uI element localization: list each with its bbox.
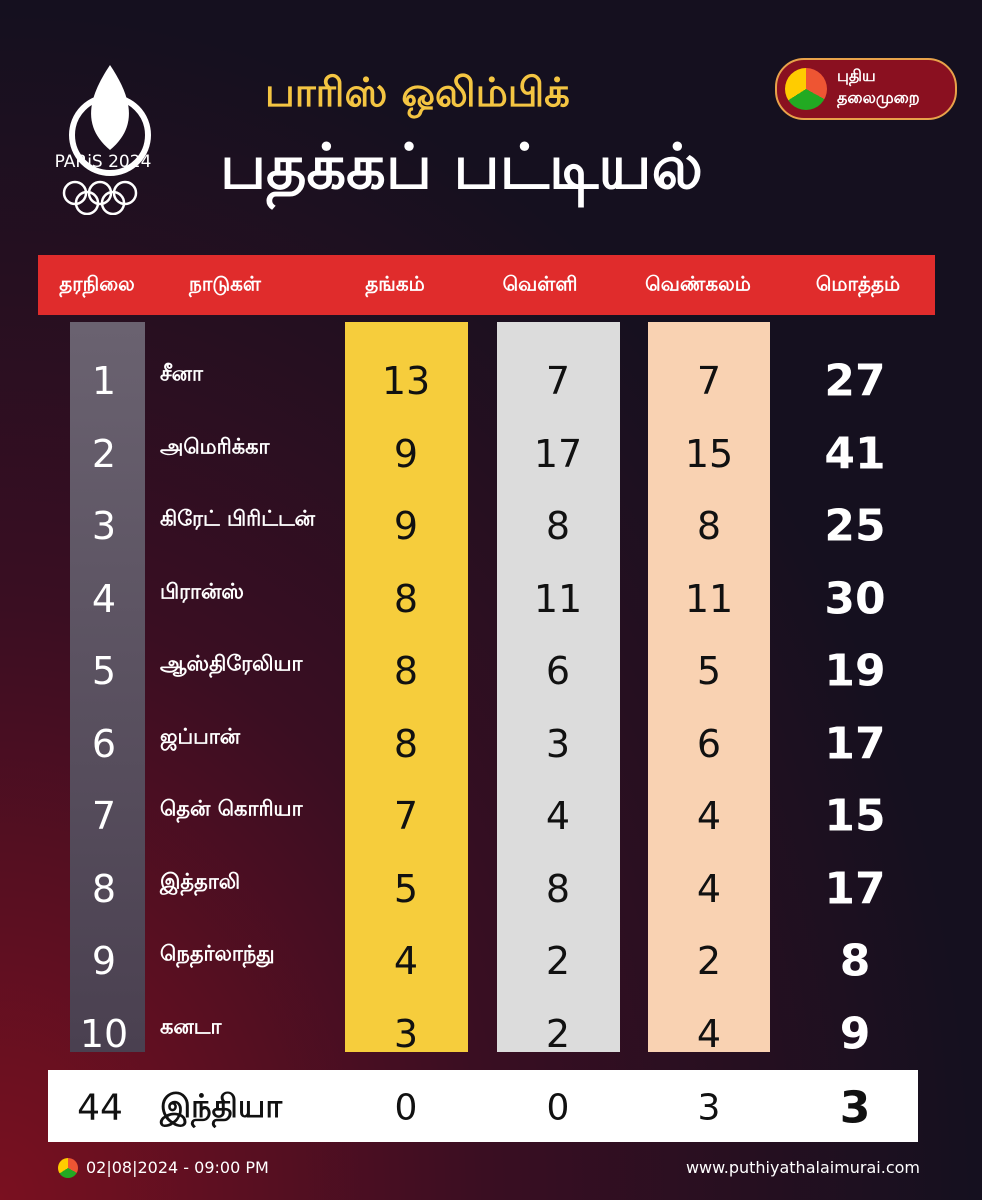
brand-line1: புதிய xyxy=(837,66,876,85)
gold-cell: 9 xyxy=(393,504,419,548)
bronze-cell: 15 xyxy=(684,431,734,476)
country-cell: கனடா xyxy=(160,1014,222,1038)
rank-cell: 3 xyxy=(91,504,117,548)
silver-cell: 11 xyxy=(533,576,583,621)
highlight-bronze: 3 xyxy=(697,1087,721,1129)
silver-cell: 8 xyxy=(545,504,571,548)
header-bar xyxy=(38,255,935,315)
title-line2: பதக்கப் பட்டியல் xyxy=(220,130,704,203)
highlight-rank: 44 xyxy=(77,1087,123,1129)
rank-column xyxy=(70,322,145,1052)
gold-cell: 13 xyxy=(381,359,431,403)
silver-cell: 3 xyxy=(545,721,571,766)
total-cell: 27 xyxy=(824,355,886,407)
bronze-cell: 4 xyxy=(696,1011,722,1056)
rank-cell: 6 xyxy=(91,721,117,766)
olympic-logo xyxy=(62,65,151,215)
highlight-silver: 0 xyxy=(546,1087,570,1129)
footer-logo xyxy=(58,1158,78,1178)
rank-cell: 9 xyxy=(91,939,117,983)
rank-cell: 2 xyxy=(91,431,117,476)
country-cell: ஆஸ்திரேலியா xyxy=(160,651,303,676)
bronze-cell: 11 xyxy=(684,576,734,621)
total-cell: 17 xyxy=(824,863,886,914)
rank-cell: 7 xyxy=(91,794,117,838)
total-cell: 25 xyxy=(824,500,886,552)
total-cell: 19 xyxy=(824,645,886,697)
silver-cell: 4 xyxy=(545,794,571,838)
silver-cell: 7 xyxy=(545,359,571,403)
bronze-cell: 4 xyxy=(696,794,722,838)
bronze-cell: 7 xyxy=(696,359,722,403)
gold-cell: 8 xyxy=(393,721,419,766)
country-cell: நெதர்லாந்து xyxy=(160,941,275,966)
rank-cell: 4 xyxy=(91,576,117,621)
rank-cell: 8 xyxy=(91,866,117,911)
total-cell: 17 xyxy=(824,718,886,769)
bronze-column xyxy=(648,322,770,1052)
bronze-cell: 6 xyxy=(696,721,722,766)
gold-cell: 4 xyxy=(393,939,419,983)
bronze-cell: 5 xyxy=(696,649,722,693)
gold-cell: 7 xyxy=(393,794,419,838)
total-cell: 30 xyxy=(824,573,886,624)
bronze-cell: 8 xyxy=(696,504,722,548)
highlight-gold: 0 xyxy=(394,1087,418,1129)
highlight-row-bg xyxy=(48,1070,918,1142)
rank-cell: 1 xyxy=(91,359,117,403)
country-cell: கிரேட் பிரிட்டன் xyxy=(160,506,316,531)
footer-website: www.puthiyathalaimurai.com xyxy=(685,1158,920,1177)
column-header: மொத்தம் xyxy=(815,271,901,296)
column-header: தங்கம் xyxy=(365,271,425,296)
total-cell: 9 xyxy=(839,1008,871,1059)
total-cell: 8 xyxy=(839,935,871,987)
bronze-cell: 2 xyxy=(696,939,722,983)
logo-text: PARiS 2024 xyxy=(54,152,152,172)
highlight-total: 3 xyxy=(839,1082,871,1134)
gold-cell: 8 xyxy=(393,576,419,621)
country-cell: சீனா xyxy=(160,361,203,386)
gold-cell: 5 xyxy=(393,866,419,911)
rank-cell: 10 xyxy=(79,1011,129,1056)
brand-line2: தலைமுறை xyxy=(837,88,920,107)
country-cell: தென் கொரியா xyxy=(160,796,303,821)
total-cell: 41 xyxy=(824,428,886,479)
column-header: தரநிலை xyxy=(59,271,135,296)
brand-badge: புதிய தலைமுறை xyxy=(775,58,957,120)
gold-cell: 3 xyxy=(393,1011,419,1056)
silver-cell: 17 xyxy=(533,431,583,476)
highlight-country: இந்தியா xyxy=(160,1087,283,1125)
title-line1: பாரிஸ் ஒலிம்பிக் xyxy=(265,70,570,116)
column-header: வெள்ளி xyxy=(502,271,578,296)
column-header: வெண்கலம் xyxy=(645,271,751,296)
footer-date: 02|08|2024 - 09:00 PM xyxy=(86,1158,269,1177)
gold-cell: 9 xyxy=(393,431,419,476)
silver-cell: 2 xyxy=(545,1011,571,1056)
country-cell: இத்தாலி xyxy=(160,869,241,893)
country-cell: ஜப்பான் xyxy=(160,724,241,748)
rank-cell: 5 xyxy=(91,649,117,693)
bronze-cell: 4 xyxy=(696,866,722,911)
total-cell: 15 xyxy=(824,790,886,842)
silver-column xyxy=(497,322,620,1052)
country-cell: அமெரிக்கா xyxy=(160,434,270,458)
silver-cell: 2 xyxy=(545,939,571,983)
column-header: நாடுகள் xyxy=(189,271,261,296)
country-cell: பிரான்ஸ் xyxy=(160,579,244,603)
gold-column xyxy=(345,322,468,1052)
silver-cell: 8 xyxy=(545,866,571,911)
gold-cell: 8 xyxy=(393,649,419,693)
silver-cell: 6 xyxy=(545,649,571,693)
